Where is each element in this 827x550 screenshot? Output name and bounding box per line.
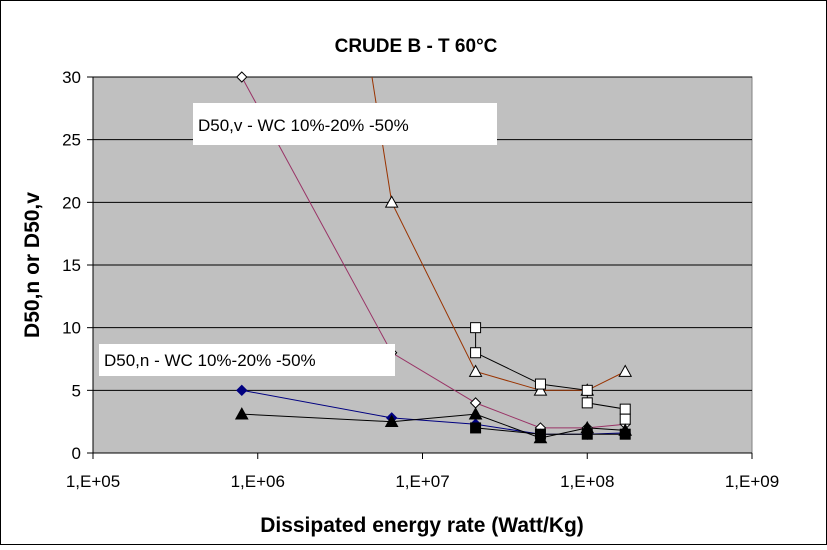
data-point-1-2 xyxy=(468,364,483,377)
y-tick-label: 10 xyxy=(62,319,81,338)
y-tick-label: 30 xyxy=(62,68,81,87)
data-point-5-0 xyxy=(470,422,482,434)
y-tick-label: 25 xyxy=(62,131,81,150)
annotation-d50v: D50,v - WC 10%-20% -50% xyxy=(193,103,497,145)
data-point-2-6 xyxy=(619,413,631,425)
x-axis-title: Dissipated energy rate (Watt/Kg) xyxy=(260,514,584,537)
annotation-d50v-box xyxy=(193,103,497,145)
series-line-5 xyxy=(475,427,626,435)
x-tick-label: 1,E+06 xyxy=(231,472,285,491)
annotation-d50v-text: D50,v - WC 10%-20% -50% xyxy=(198,116,409,135)
annotation-d50n-text: D50,n - WC 10%-20% -50% xyxy=(104,351,316,370)
marker-layer xyxy=(234,71,633,444)
data-point-2-3 xyxy=(581,384,593,396)
series-line-4 xyxy=(241,413,626,439)
data-point-2-5 xyxy=(619,403,631,415)
x-tick-label: 1,E+09 xyxy=(725,472,779,491)
axes: 0 5 10 15 20 25 30 1,E+05 1,E+06 1,E+07 1,E+08 1,E+… xyxy=(62,68,779,491)
x-tick-label: 1,E+07 xyxy=(395,472,449,491)
y-tick-label: 0 xyxy=(72,444,81,463)
y-axis-title: D50,n or D50,v xyxy=(21,192,44,338)
data-point-0-0 xyxy=(236,71,248,83)
x-tick-label: 1,E+05 xyxy=(66,472,120,491)
series-layer xyxy=(241,77,626,439)
data-point-5-1 xyxy=(534,428,546,440)
data-point-2-2 xyxy=(534,378,546,390)
annotation-d50n: D50,n - WC 10%-20% -50% xyxy=(99,344,395,376)
y-tick-label: 5 xyxy=(72,381,81,400)
annotation-d50n-box xyxy=(99,344,395,376)
data-point-1-3 xyxy=(533,383,548,396)
data-point-2-0 xyxy=(470,322,482,334)
x-tick-label: 1,E+08 xyxy=(560,472,614,491)
data-point-1-5 xyxy=(618,364,633,377)
data-point-4-1 xyxy=(384,414,399,427)
series-line-0 xyxy=(241,77,626,429)
data-point-5-3 xyxy=(619,428,631,440)
data-point-2-4 xyxy=(581,397,593,409)
data-point-4-2 xyxy=(468,407,483,420)
data-point-5-2 xyxy=(581,428,593,440)
y-tick-label: 20 xyxy=(62,193,81,212)
data-point-3-0 xyxy=(236,384,248,397)
y-tick-label: 15 xyxy=(62,256,81,275)
chart-title: CRUDE B - T 60°C xyxy=(335,36,498,57)
data-point-1-1 xyxy=(384,195,399,208)
series-line-1 xyxy=(371,77,626,391)
data-point-4-0 xyxy=(234,407,249,420)
data-point-2-1 xyxy=(470,347,482,359)
